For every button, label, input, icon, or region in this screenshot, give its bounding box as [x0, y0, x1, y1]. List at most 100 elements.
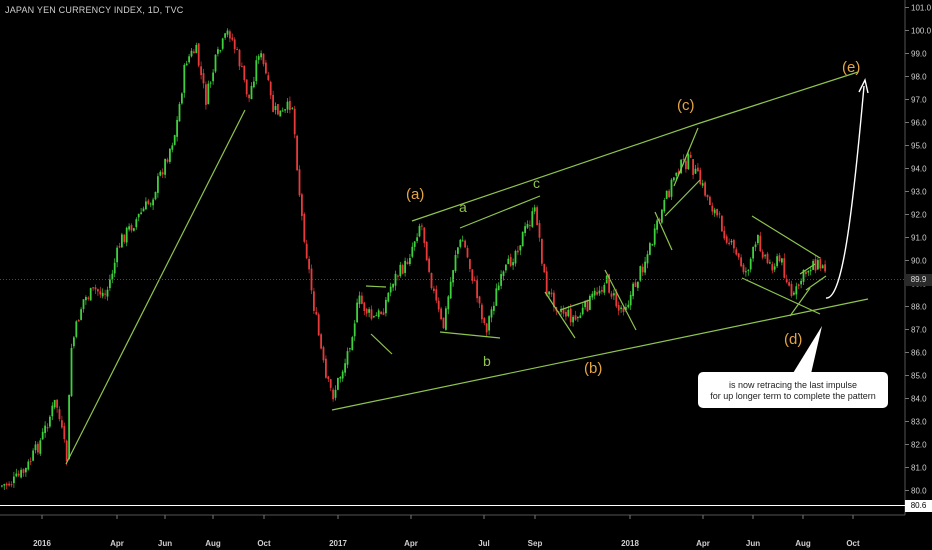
candle — [769, 259, 771, 265]
y-tick: 94.0 — [905, 165, 927, 174]
candle — [589, 294, 591, 311]
candle — [761, 249, 764, 260]
candle — [531, 207, 534, 228]
x-tick-label: Apr — [110, 539, 124, 548]
candle — [315, 307, 318, 316]
y-tick: 80.0 — [905, 487, 927, 496]
candle — [113, 258, 116, 278]
candle — [245, 79, 248, 97]
candle — [617, 301, 620, 316]
candle — [793, 291, 795, 296]
annotation-pointer — [790, 326, 822, 378]
candle — [365, 307, 368, 317]
candle — [627, 300, 630, 309]
candle — [445, 306, 447, 331]
candle — [248, 94, 250, 103]
candle — [533, 204, 536, 215]
candle — [512, 258, 514, 270]
trendline — [799, 263, 816, 275]
y-tick: 88.0 — [905, 303, 927, 312]
x-tick: Jun — [746, 515, 760, 548]
candle — [344, 358, 346, 377]
candle — [49, 415, 51, 429]
candle — [651, 243, 654, 246]
candle — [545, 266, 548, 297]
candle — [656, 218, 658, 234]
candle — [723, 226, 726, 241]
candle — [411, 242, 414, 259]
candle — [308, 256, 310, 274]
trendline — [741, 277, 821, 315]
candle — [332, 387, 334, 402]
candle — [668, 188, 670, 199]
candle — [34, 441, 37, 454]
y-tick: 83.0 — [905, 418, 927, 427]
candle — [17, 470, 20, 477]
candle — [449, 277, 452, 299]
candle — [730, 239, 733, 245]
y-tick: 100.0 — [905, 27, 932, 36]
candle — [385, 296, 387, 317]
candle — [629, 291, 632, 310]
candle — [329, 378, 332, 391]
y-tick: 98.0 — [905, 73, 927, 82]
candle — [759, 231, 762, 253]
candle — [75, 320, 78, 339]
trendline — [559, 299, 591, 311]
wave-label: (c) — [677, 97, 695, 114]
y-tick: 90.0 — [905, 257, 927, 266]
wave-label: (a) — [406, 186, 424, 203]
candle — [73, 336, 75, 349]
annotation-line-2: for up longer term to complete the patte… — [710, 391, 876, 401]
y-tick: 96.0 — [905, 119, 927, 128]
candle — [373, 315, 375, 319]
candle — [133, 227, 135, 232]
candle — [447, 295, 450, 315]
trendline — [673, 127, 699, 187]
candle — [473, 276, 476, 281]
candle — [353, 320, 356, 341]
candle — [130, 223, 133, 233]
candle — [514, 249, 517, 267]
candle — [413, 240, 416, 251]
candle — [253, 76, 255, 89]
candle — [123, 234, 126, 244]
candle — [229, 29, 231, 43]
y-tick-label: 85.0 — [911, 372, 927, 381]
candle — [207, 80, 210, 105]
y-tick-label: 100.0 — [911, 27, 932, 36]
candle — [298, 165, 301, 198]
candle — [680, 159, 682, 175]
candle — [521, 231, 524, 247]
candle — [661, 208, 663, 225]
y-tick-label: 92.0 — [911, 211, 927, 220]
candle — [387, 291, 390, 303]
y-tick-label: 99.0 — [911, 50, 927, 59]
candle — [697, 163, 699, 172]
candle — [572, 314, 574, 327]
candle — [361, 292, 363, 305]
candle — [399, 261, 402, 278]
candle — [721, 215, 723, 232]
candle — [430, 272, 433, 290]
x-tick: 2016 — [33, 515, 51, 548]
candle — [159, 170, 162, 177]
candle — [596, 287, 598, 296]
candle — [778, 252, 781, 263]
candle — [665, 190, 668, 200]
candle — [178, 101, 181, 122]
candle — [303, 212, 306, 244]
x-tick-label: Oct — [257, 539, 271, 548]
candle — [145, 197, 147, 210]
candle — [747, 269, 750, 276]
wave-label: c — [533, 175, 540, 191]
candle — [10, 481, 13, 488]
candle — [320, 333, 322, 350]
candle — [99, 286, 102, 298]
candle — [488, 314, 490, 335]
candle — [128, 223, 130, 232]
x-tick: Apr — [404, 515, 418, 548]
candle — [394, 270, 397, 291]
candle — [269, 80, 272, 99]
candle — [809, 267, 812, 276]
